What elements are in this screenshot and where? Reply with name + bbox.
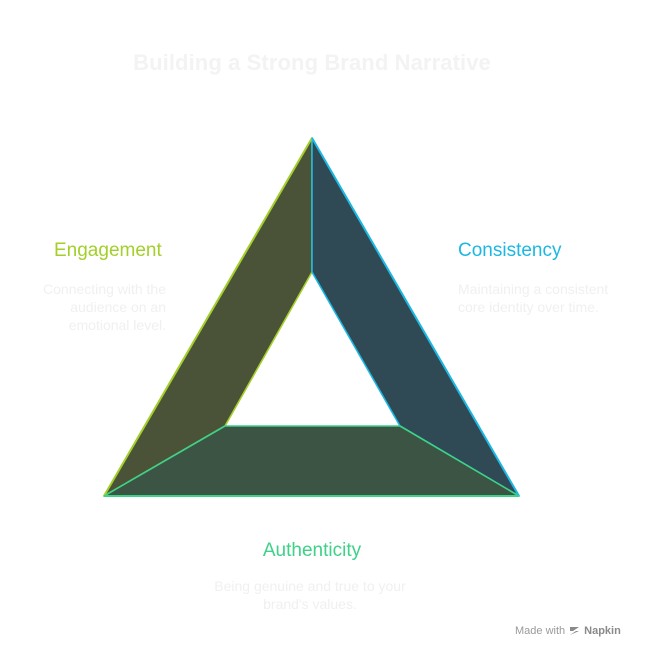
engagement-outer-edge bbox=[103, 137, 313, 497]
made-with-napkin-footer: Made with Napkin bbox=[515, 625, 621, 637]
engagement-label: Engagement bbox=[54, 240, 162, 261]
napkin-brand-text: Napkin bbox=[584, 625, 621, 637]
consistency-label: Consistency bbox=[458, 240, 562, 261]
napkin-logo-icon bbox=[569, 626, 580, 636]
made-with-text: Made with bbox=[515, 625, 566, 637]
diagram-title: Building a Strong Brand Narrative bbox=[133, 50, 491, 75]
consistency-outer-edge bbox=[311, 137, 520, 497]
authenticity-label: Authenticity bbox=[262, 540, 362, 561]
engagement-description: Connecting with the audience on an emoti… bbox=[43, 281, 166, 333]
consistency-description: Maintaining a consistent core identity o… bbox=[458, 281, 609, 315]
authenticity-description: Being genuine and true to your brand's v… bbox=[214, 578, 406, 612]
